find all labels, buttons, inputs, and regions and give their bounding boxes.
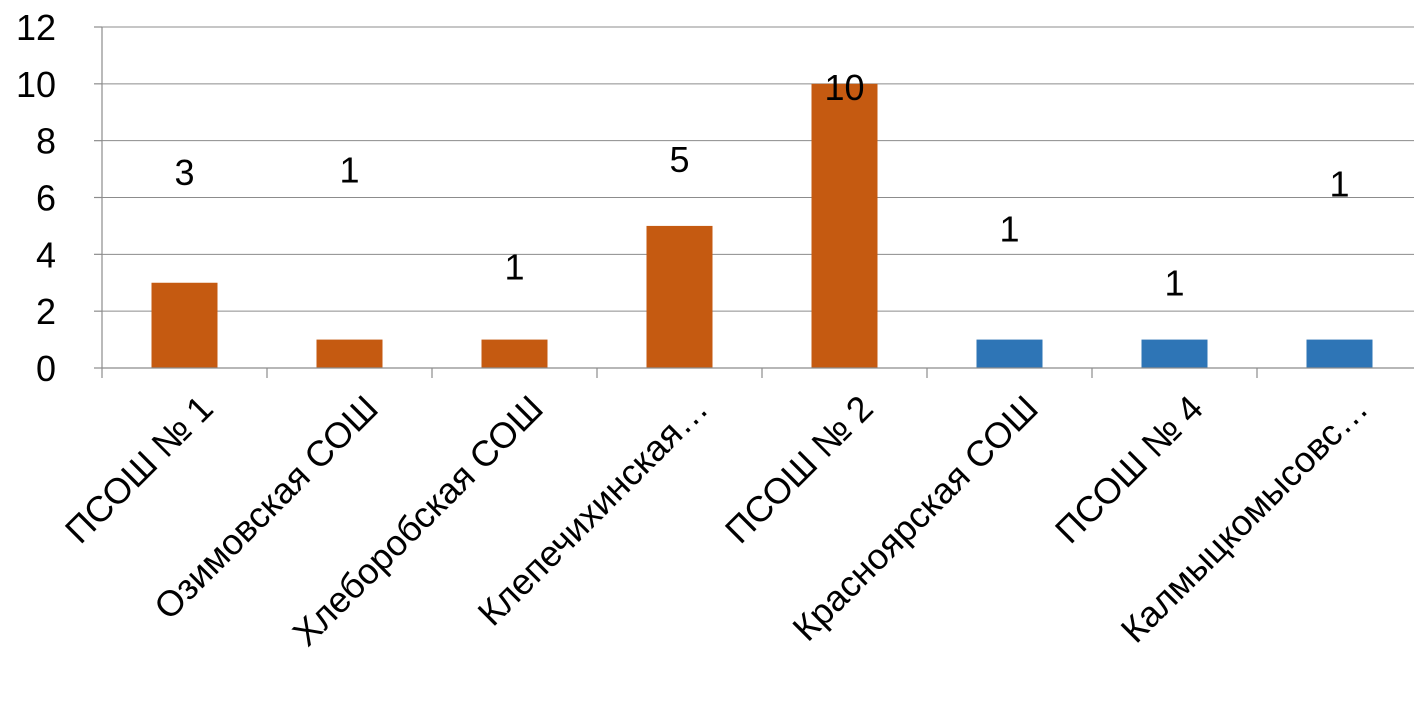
gridlines [94, 26, 1414, 369]
bar [646, 225, 713, 368]
y-tick-label: 6 [36, 178, 56, 219]
bar [1306, 339, 1373, 368]
axes [101, 27, 1414, 378]
y-tick-label: 0 [36, 348, 56, 389]
bar [1141, 339, 1208, 368]
y-tick-labels: 0 2 4 6 8 10 12 [16, 7, 56, 389]
data-label: 1 [339, 150, 359, 191]
data-label: 1 [1164, 263, 1184, 304]
y-tick-label: 12 [16, 7, 56, 48]
y-tick-label: 10 [16, 64, 56, 105]
data-label: 1 [1329, 164, 1349, 205]
bar [316, 339, 383, 368]
data-label: 5 [669, 139, 689, 180]
data-label: 1 [999, 209, 1019, 250]
bars [151, 83, 1373, 368]
data-label: 1 [504, 247, 524, 288]
data-labels: 3 1 1 5 10 1 1 1 [174, 67, 1349, 304]
category-label: ПСОШ № 4 [1047, 387, 1211, 551]
bar [481, 339, 548, 368]
bar [151, 282, 218, 368]
data-label: 3 [174, 152, 194, 193]
category-label: ПСОШ № 1 [57, 387, 221, 551]
y-tick-label: 4 [36, 234, 56, 275]
y-tick-label: 2 [36, 291, 56, 332]
category-label: ПСОШ № 2 [717, 387, 881, 551]
bar [811, 83, 878, 368]
data-label: 10 [824, 67, 864, 108]
bar [976, 339, 1043, 368]
y-tick-label: 8 [36, 121, 56, 162]
